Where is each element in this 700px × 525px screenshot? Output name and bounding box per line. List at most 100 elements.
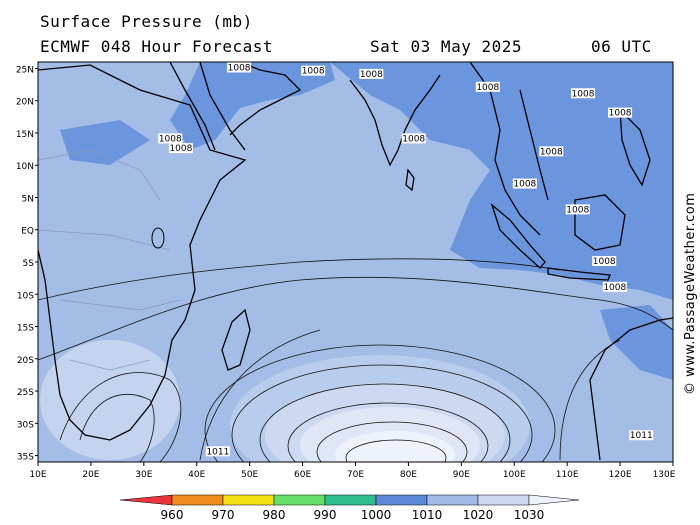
watermark: © www.PassageWeather.com (683, 193, 698, 395)
isobar-label-text: 1008 (593, 257, 616, 267)
low-pressure-region-horn (60, 120, 150, 165)
legend-label: 990 (314, 508, 337, 522)
isobar-label: 1011 (205, 446, 230, 457)
lat-label: 10S (17, 291, 34, 301)
isobar-label-text: 1008 (159, 134, 182, 144)
isobar-label-text: 1008 (513, 180, 536, 190)
isobars (38, 258, 673, 462)
isobar-label: 1008 (168, 143, 193, 154)
isobar-label: 1008 (571, 88, 596, 99)
lake-victoria (151, 227, 165, 249)
legend-label: 1030 (514, 508, 545, 522)
isobar-label-bg (158, 133, 183, 144)
country-borders (38, 149, 181, 371)
lat-label: 15N (16, 130, 34, 140)
isobar-label-bg (205, 446, 230, 457)
isobar-label-text: 1011 (206, 447, 229, 457)
legend-swatch (119, 494, 173, 506)
coast-madagascar (221, 308, 251, 371)
lon-label: 10E (29, 470, 46, 480)
coastlines (38, 62, 673, 461)
lat-label: 5N (22, 194, 34, 204)
lat-label: 20S (17, 356, 34, 366)
isobar-label: 1008 (539, 146, 564, 157)
isobar-label: 1008 (359, 68, 384, 80)
isobar-label-text: 1008 (476, 83, 499, 93)
isobar-label: 1008 (602, 281, 627, 293)
isobar-label-text: 1008 (302, 67, 325, 77)
forecast-date: Sat 03 May 2025 (370, 37, 522, 56)
lon-label: 90E (453, 470, 470, 480)
legend-label: 1010 (412, 508, 443, 522)
lat-label: EQ (21, 227, 34, 237)
isobar-label: 1008 (565, 204, 590, 215)
isobar-label-bg (359, 68, 384, 79)
isobar-label-bg (301, 65, 326, 76)
lon-label: 40E (188, 470, 205, 480)
legend-swatch (426, 494, 479, 506)
isobar-label: 1008 (475, 81, 500, 93)
high-pressure-band-1030 (335, 431, 455, 462)
lat-label: 10N (16, 162, 34, 172)
lat-label: 35S (17, 453, 34, 463)
isobar-label-text: 1008 (402, 134, 425, 144)
lon-label: 60E (294, 470, 311, 480)
coast-australia (589, 317, 673, 461)
isobar-label: 1008 (158, 133, 183, 144)
lon-label: 70E (347, 470, 364, 480)
forecast-time: 06 UTC (591, 37, 652, 56)
isobar-label-bg (565, 204, 590, 215)
isobar-label-bg (227, 62, 252, 73)
isobar-label-bg (475, 81, 500, 92)
lon-label: 50E (241, 470, 258, 480)
lon-label: 130E (653, 470, 676, 480)
legend-swatch (375, 494, 428, 506)
isobar-label-bg (629, 430, 654, 441)
coast-borneo (574, 194, 626, 251)
isobar-label-text: 1008 (169, 144, 192, 154)
lat-label: 25N (16, 65, 34, 75)
isobar-label: 1008 (592, 256, 617, 267)
lat-label: 25S (17, 388, 34, 398)
legend-swatch (222, 494, 275, 506)
isobar-label: 1008 (512, 178, 537, 190)
isobar-label-bg (608, 107, 633, 118)
isobar-label-bg (592, 256, 617, 266)
isobar-label-bg (401, 133, 426, 144)
lat-label: 15S (17, 324, 34, 334)
coast-africa (38, 64, 247, 441)
lon-label: 30E (135, 470, 152, 480)
legend-swatch (324, 494, 377, 506)
legend-label: 970 (212, 508, 235, 522)
legend-swatch (273, 494, 326, 506)
coast-red-sea (169, 62, 246, 151)
isobar-label-text: 1008 (609, 109, 632, 119)
lon-label: 80E (400, 470, 417, 480)
isobar-label: 1008 (227, 62, 252, 73)
legend-swatch (477, 494, 530, 506)
coast-sri-lanka (405, 168, 415, 192)
coast-arabia (229, 62, 302, 136)
lat-label: 5S (23, 259, 35, 269)
isobar-label-layer: 1008 1008 10081008100810081008100810081008… (158, 62, 654, 457)
isobar-label-text: 1008 (566, 205, 589, 215)
isobar-label-bg (539, 146, 564, 157)
isobar-label-bg (602, 281, 627, 292)
lon-label: 110E (556, 470, 579, 480)
low-pressure-region-west-sea (600, 305, 673, 380)
model-subtitle: ECMWF 048 Hour Forecast (40, 37, 274, 56)
isobar-label: 1008 (301, 65, 326, 77)
isobar-label-text: 1011 (630, 431, 653, 441)
legend-label: 1000 (361, 508, 392, 522)
isobar-label-bg (571, 88, 596, 99)
isobar-label-text: 1008 (228, 63, 251, 73)
axis-labels: 25N 20N 15N 10N 5N EQ 5S 10S 15S 20S 25S 30S 35S 10E 2… (16, 65, 676, 480)
pressure-legend: 960 970 980 990 1000 1010 1020 1030 (119, 494, 580, 522)
coast-philippines (619, 108, 651, 187)
legend-swatch (528, 494, 580, 506)
legend-label: 960 (161, 508, 184, 522)
lon-label: 100E (503, 470, 526, 480)
high-pressure-band-africa (40, 340, 180, 460)
legend-swatch (171, 494, 224, 506)
isobar-label-text: 1008 (572, 89, 595, 99)
